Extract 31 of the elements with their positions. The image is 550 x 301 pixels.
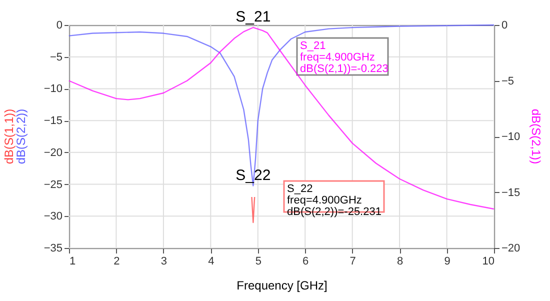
x-tick-label: 1	[70, 256, 76, 268]
x-tick-label: 2	[114, 256, 120, 268]
annotation: S_22 freq=4.900GHz dB(S(2,2))=-25.231	[287, 183, 382, 218]
y2-tick-label: −5	[502, 75, 514, 88]
text: dB(S(1,1))	[2, 108, 16, 164]
annotation: S_22	[236, 166, 271, 184]
x-tick-label: 5	[255, 256, 262, 268]
annotation: S_21 freq=4.900GHz dB(S(2,1))=-0.223	[300, 40, 388, 75]
x-tick-label: 4	[208, 256, 214, 268]
y-tick-label: 0	[56, 20, 62, 32]
y2-tick-label: −20	[502, 242, 520, 254]
annotation: S_21	[236, 8, 271, 26]
x-tick-label: 10	[482, 256, 494, 268]
text: dB(S(2,1))	[529, 108, 543, 164]
x-tick-label: 9	[444, 256, 450, 268]
x-axis-title: Frequency [GHz]	[236, 278, 328, 292]
y2-tick-label: −10	[502, 131, 520, 143]
y-tick-label: −20	[44, 146, 62, 159]
y-tick-label: −30	[44, 210, 62, 223]
y-tick-label: −25	[44, 178, 62, 191]
y2-tick-label: 0	[502, 20, 508, 32]
y-tick-label: −5	[50, 51, 62, 64]
y-tick-label: −10	[44, 83, 62, 96]
y-tick-label: −15	[44, 115, 62, 128]
y-tick-label: −35	[44, 242, 62, 254]
text: dB(S(2,2))	[14, 108, 28, 164]
x-tick-label: 7	[350, 256, 356, 268]
y2-tick-label: −15	[502, 186, 520, 199]
x-tick-label: 8	[396, 256, 404, 268]
x-tick-label: 6	[302, 256, 309, 268]
x-tick-label: 3	[160, 256, 168, 268]
